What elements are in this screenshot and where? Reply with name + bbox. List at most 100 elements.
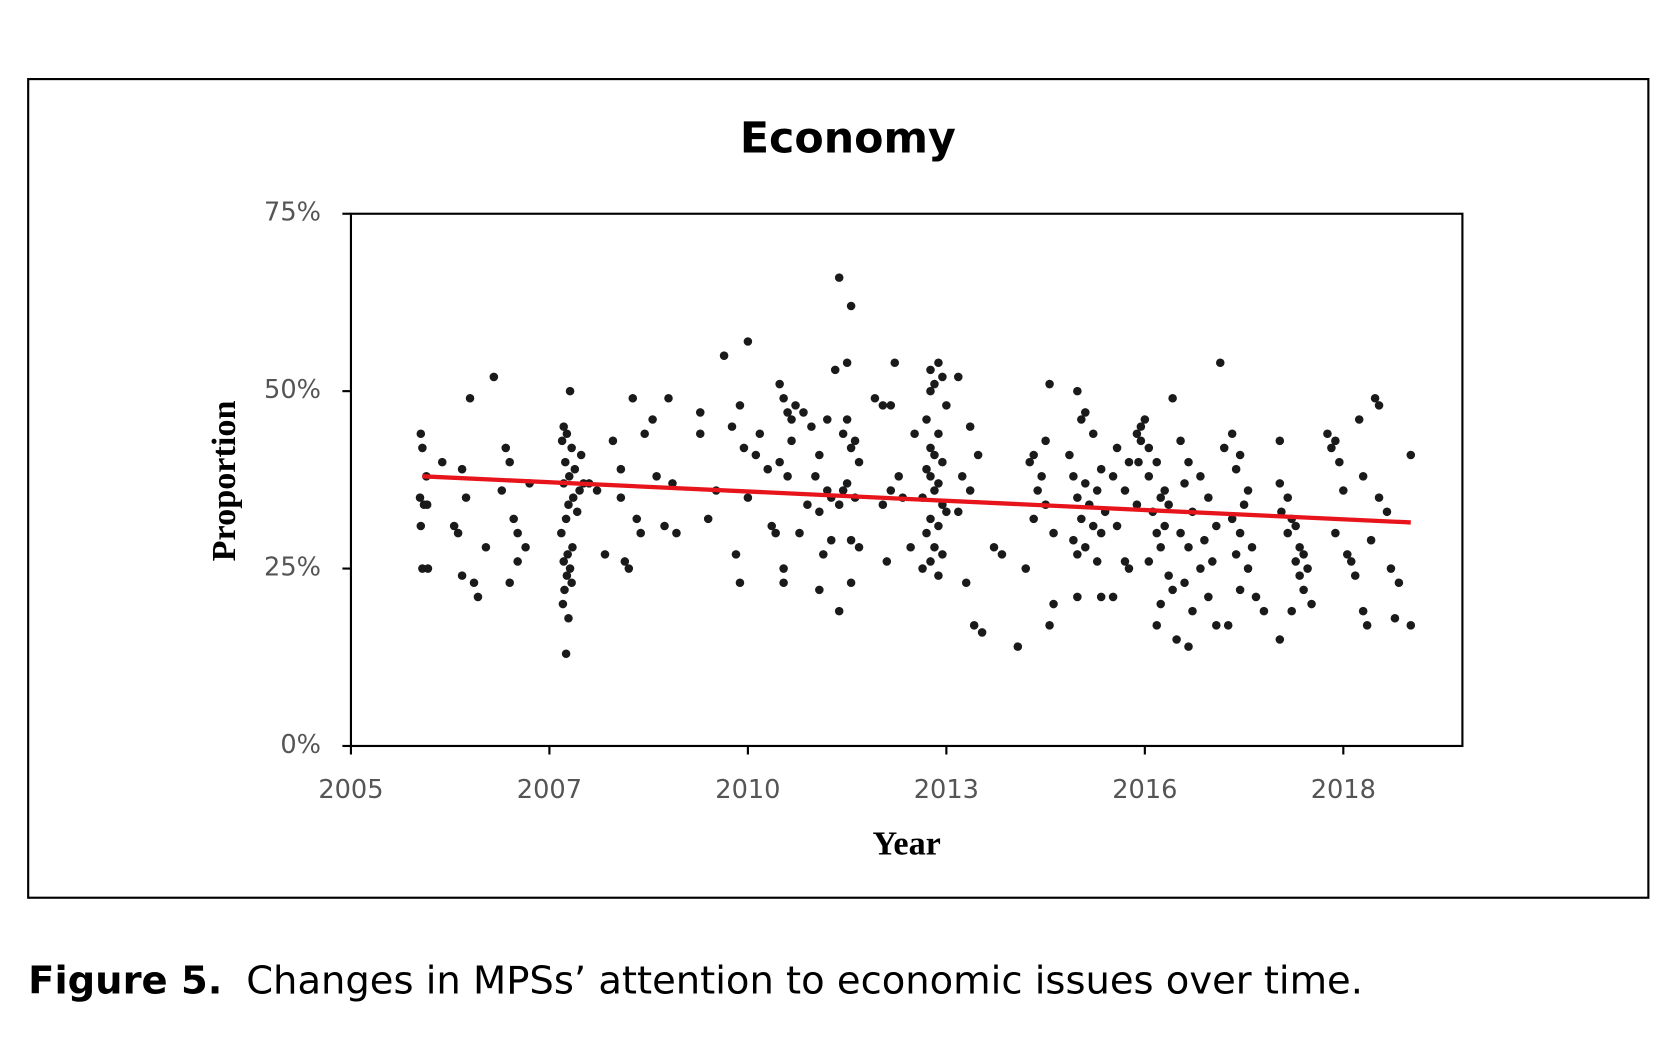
data-point (787, 415, 796, 424)
data-point (563, 550, 572, 559)
data-point (1132, 500, 1142, 509)
data-point (1073, 592, 1082, 602)
data-point (575, 486, 584, 495)
data-point (743, 337, 753, 346)
x-tick-label: 2005 (318, 775, 383, 805)
data-point (1152, 621, 1162, 630)
data-point (719, 351, 729, 360)
data-point (648, 415, 657, 424)
data-point (918, 564, 927, 573)
data-point (1144, 443, 1154, 453)
data-point (815, 450, 824, 460)
data-point (1152, 457, 1162, 467)
data-point (890, 358, 900, 368)
data-point (1346, 557, 1356, 566)
data-point (930, 379, 939, 389)
data-point (954, 372, 963, 382)
data-point (561, 457, 570, 467)
data-point (1045, 379, 1054, 389)
data-point (1299, 585, 1308, 595)
data-point (767, 521, 776, 531)
y-tick-label: 0% (280, 730, 321, 760)
data-point (557, 436, 567, 446)
data-point (1275, 436, 1285, 446)
data-point (834, 273, 844, 282)
data-point (989, 542, 999, 552)
data-point (567, 578, 576, 588)
data-point (973, 450, 983, 460)
data-point (819, 550, 828, 559)
data-point (1134, 457, 1143, 467)
data-point (854, 457, 864, 467)
data-point (846, 301, 856, 311)
data-point (1219, 443, 1229, 453)
data-point (878, 500, 888, 509)
data-point (1184, 642, 1193, 651)
data-point (1124, 457, 1134, 467)
data-point (930, 486, 939, 495)
y-axis-label: Proportion (206, 401, 243, 562)
data-point (660, 521, 669, 531)
data-point (922, 528, 931, 538)
data-point (934, 521, 943, 531)
x-tick-label: 2007 (517, 775, 582, 805)
data-point (561, 649, 571, 658)
data-point (1327, 443, 1336, 453)
data-point (854, 542, 864, 552)
data-point (457, 464, 467, 474)
data-point (926, 472, 935, 481)
data-point (1033, 486, 1042, 495)
data-point (1406, 450, 1416, 460)
data-point (787, 436, 796, 446)
data-point (564, 500, 573, 509)
data-point (1096, 464, 1106, 474)
data-point (616, 493, 626, 502)
data-point (1168, 393, 1177, 403)
data-point (1029, 514, 1038, 524)
data-point (489, 372, 499, 382)
data-point (558, 599, 568, 609)
data-point (1045, 621, 1054, 630)
data-point (783, 472, 792, 481)
data-point (1215, 358, 1225, 368)
data-point (930, 450, 939, 460)
data-point (1136, 436, 1146, 446)
data-point (1184, 542, 1193, 552)
data-point (1231, 464, 1241, 474)
data-point (1112, 443, 1122, 453)
data-point (560, 585, 569, 595)
data-point (1160, 521, 1169, 531)
x-tick-label: 2018 (1311, 775, 1376, 805)
data-point (437, 457, 447, 467)
data-point (823, 415, 832, 424)
data-point (1283, 493, 1293, 502)
y-tick-label: 25% (264, 553, 321, 583)
data-point (838, 486, 848, 495)
data-point (771, 528, 780, 538)
data-point (795, 528, 804, 538)
data-point (1235, 450, 1245, 460)
data-point (600, 550, 610, 559)
data-point (1247, 542, 1257, 552)
data-point (1366, 535, 1376, 545)
data-point (906, 542, 915, 552)
data-point (1092, 557, 1102, 566)
plot-frame (349, 212, 1464, 748)
figure-frame (27, 78, 1650, 899)
data-point (735, 578, 745, 588)
data-point (934, 479, 943, 488)
data-point (1386, 564, 1396, 573)
data-point (1136, 422, 1146, 431)
data-point (1331, 436, 1340, 446)
data-point (1176, 436, 1185, 446)
data-point (942, 507, 951, 517)
data-point (910, 429, 919, 439)
data-point (763, 464, 773, 474)
data-point (846, 578, 856, 588)
data-point (1350, 571, 1360, 580)
data-point (418, 443, 427, 453)
data-point (453, 528, 463, 538)
data-point (779, 578, 788, 588)
data-point (695, 408, 705, 417)
data-point (1088, 521, 1098, 531)
